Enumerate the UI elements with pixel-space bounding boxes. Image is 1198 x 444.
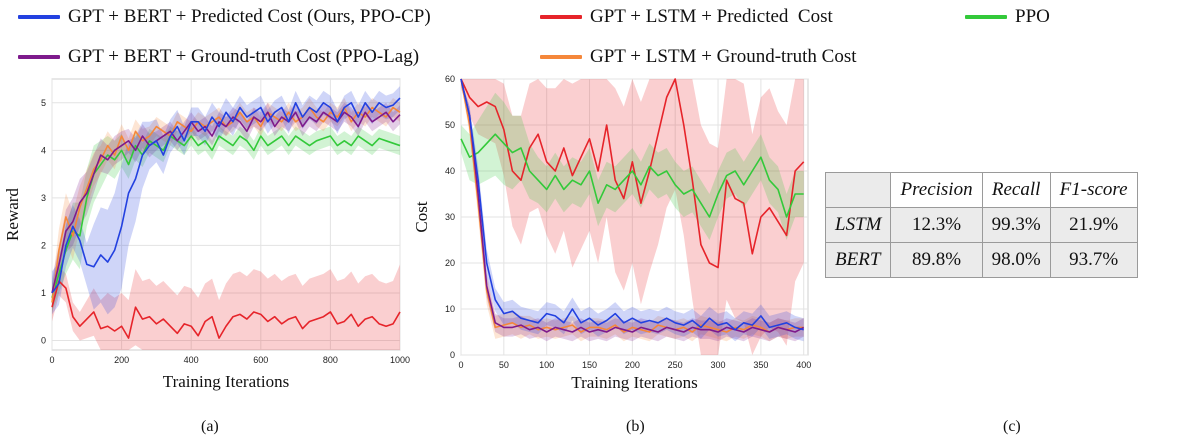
y-tick-label: 0 xyxy=(450,350,455,360)
y-tick-label: 5 xyxy=(41,98,46,108)
y-tick-label: 0 xyxy=(41,335,46,345)
band-ppo-lag xyxy=(52,102,400,308)
x-tick-label: 350 xyxy=(753,360,768,370)
series-line-lstm-predicted xyxy=(51,280,401,339)
caption-a: (a) xyxy=(201,418,219,435)
x-tick-label: 0 xyxy=(49,355,54,365)
x-tick-label: 800 xyxy=(323,355,338,365)
x-tick-label: 200 xyxy=(625,360,640,370)
table-corner-cell xyxy=(824,172,892,208)
legend-swatch xyxy=(18,55,60,59)
band-ppo-lag xyxy=(461,79,804,342)
plot-area-b xyxy=(460,78,809,356)
y-tick-label: 1 xyxy=(41,288,46,298)
caption-b: (b) xyxy=(626,418,645,435)
y-axis-title: Reward xyxy=(3,188,22,241)
y-tick-label: 2 xyxy=(41,240,46,250)
legend-item-lstm-groundtruth: GPT + LSTM + Ground-truth Cost xyxy=(540,46,857,68)
table-cell: 12.3% xyxy=(890,207,983,243)
x-tick-label: 100 xyxy=(539,360,554,370)
series-line-lstm-groundtruth xyxy=(51,106,401,303)
table-cell: 93.7% xyxy=(1049,242,1138,278)
table-cell: 98.0% xyxy=(981,242,1051,278)
y-tick-label: 50 xyxy=(445,120,455,130)
x-axis-title: Training Iterations xyxy=(163,372,289,391)
legend-swatch xyxy=(540,55,582,59)
x-tick-label: 50 xyxy=(499,360,509,370)
band-lstm-predicted xyxy=(461,79,804,355)
x-tick-label: 200 xyxy=(114,355,129,365)
band-ppo xyxy=(52,126,400,312)
y-tick-label: 3 xyxy=(41,193,46,203)
y-tick-label: 4 xyxy=(41,145,46,155)
y-tick-label: 30 xyxy=(445,212,455,222)
table-cell: 99.3% xyxy=(981,207,1051,243)
y-tick-label: 10 xyxy=(445,304,455,314)
chart-legend: GPT + BERT + Predicted Cost (Ours, PPO-C… xyxy=(0,0,1198,80)
table-cell: 89.8% xyxy=(890,242,983,278)
legend-item-ppo-lag: GPT + BERT + Ground-truth Cost (PPO-Lag) xyxy=(18,46,419,68)
x-tick-label: 400 xyxy=(184,355,199,365)
y-axis-title: Cost xyxy=(412,201,431,232)
x-tick-label: 300 xyxy=(711,360,726,370)
band-lstm-groundtruth xyxy=(52,98,400,317)
y-tick-label: 40 xyxy=(445,166,455,176)
series-line-ppo xyxy=(460,133,804,218)
table-header-f1: F1-score xyxy=(1049,172,1138,208)
series-line-ppo-cp xyxy=(51,97,401,294)
series-line-ppo-lag xyxy=(460,78,805,333)
x-tick-label: 150 xyxy=(582,360,597,370)
band-lstm-predicted xyxy=(52,264,400,350)
legend-swatch xyxy=(540,15,582,19)
plot-area-a xyxy=(51,78,401,351)
table-cell: 21.9% xyxy=(1049,207,1138,243)
band-ppo-cp xyxy=(52,86,400,315)
series-line-ppo-lag xyxy=(51,111,401,294)
x-tick-label: 0 xyxy=(458,360,463,370)
legend-swatch xyxy=(18,15,60,19)
legend-label: GPT + BERT + Ground-truth Cost (PPO-Lag) xyxy=(68,46,420,67)
band-lstm-groundtruth xyxy=(461,79,804,342)
x-axis-title: Training Iterations xyxy=(571,373,697,392)
series-line-ppo xyxy=(51,135,401,298)
x-tick-label: 400 xyxy=(796,360,811,370)
legend-swatch xyxy=(965,15,1007,19)
y-tick-label: 20 xyxy=(445,258,455,268)
band-ppo-cp xyxy=(461,79,804,342)
table-row: LSTM 12.3% 99.3% 21.9% xyxy=(824,207,1138,243)
legend-label: GPT + BERT + Predicted Cost (Ours, PPO-C… xyxy=(68,6,431,27)
legend-label: GPT + LSTM + Ground-truth Cost xyxy=(590,46,857,67)
legend-item-lstm-predicted: GPT + LSTM + Predicted Cost xyxy=(540,6,833,28)
table-header-precision: Precision xyxy=(890,172,983,208)
table-header-recall: Recall xyxy=(981,172,1051,208)
series-line-lstm-groundtruth xyxy=(460,78,804,333)
caption-c: (c) xyxy=(1003,418,1021,435)
x-tick-label: 1000 xyxy=(390,355,410,365)
table-header-row: Precision Recall F1-score xyxy=(824,172,1138,208)
series-line-lstm-predicted xyxy=(460,78,805,269)
legend-item-ppo: PPO xyxy=(965,6,1050,28)
x-tick-label: 600 xyxy=(253,355,268,365)
metrics-table: Precision Recall F1-score LSTM 12.3% 99.… xyxy=(824,172,1138,278)
legend-label: PPO xyxy=(1015,6,1050,27)
table-row-label: LSTM xyxy=(824,207,892,243)
band-ppo xyxy=(461,92,804,240)
table-row: BERT 89.8% 98.0% 93.7% xyxy=(824,242,1138,278)
legend-item-ppo-cp: GPT + BERT + Predicted Cost (Ours, PPO-C… xyxy=(18,6,431,28)
legend-label: GPT + LSTM + Predicted Cost xyxy=(590,6,833,27)
series-line-ppo-cp xyxy=(460,78,804,331)
table-row-label: BERT xyxy=(824,242,892,278)
x-tick-label: 250 xyxy=(668,360,683,370)
